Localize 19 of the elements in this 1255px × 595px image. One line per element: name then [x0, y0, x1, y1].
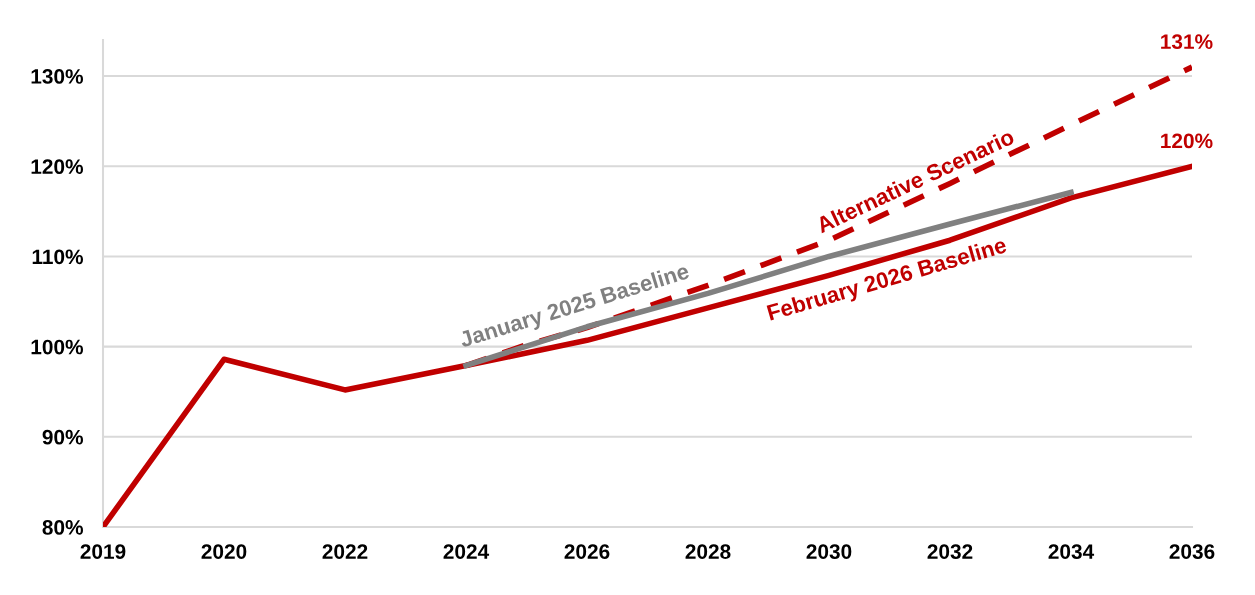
data-label: 120%	[1161, 133, 1213, 149]
y-tick-label: 90%	[42, 429, 84, 445]
y-tick-label: 130%	[31, 69, 84, 84]
x-tick-label: 2030	[806, 544, 852, 559]
x-tick-label: 2032	[927, 544, 973, 559]
x-tick-label: 2026	[564, 544, 610, 559]
x-tick-label: 2034	[1048, 544, 1095, 559]
y-tick-label: 110%	[32, 249, 84, 265]
x-tick-label: 2028	[685, 544, 731, 559]
y-tick-label: 80%	[42, 520, 84, 535]
text: January 2025 Baseline	[458, 262, 692, 352]
x-tick-label: 2019	[80, 544, 126, 559]
data-label: 131%	[1161, 34, 1213, 50]
y-tick-label: 100%	[31, 339, 84, 355]
y-tick-label: 120%	[31, 159, 84, 175]
x-tick-label: 2036	[1169, 544, 1215, 559]
x-tick-label: 2024	[443, 544, 490, 559]
x-tick-label: 2022	[322, 544, 368, 559]
x-tick-label: 2020	[201, 544, 247, 559]
